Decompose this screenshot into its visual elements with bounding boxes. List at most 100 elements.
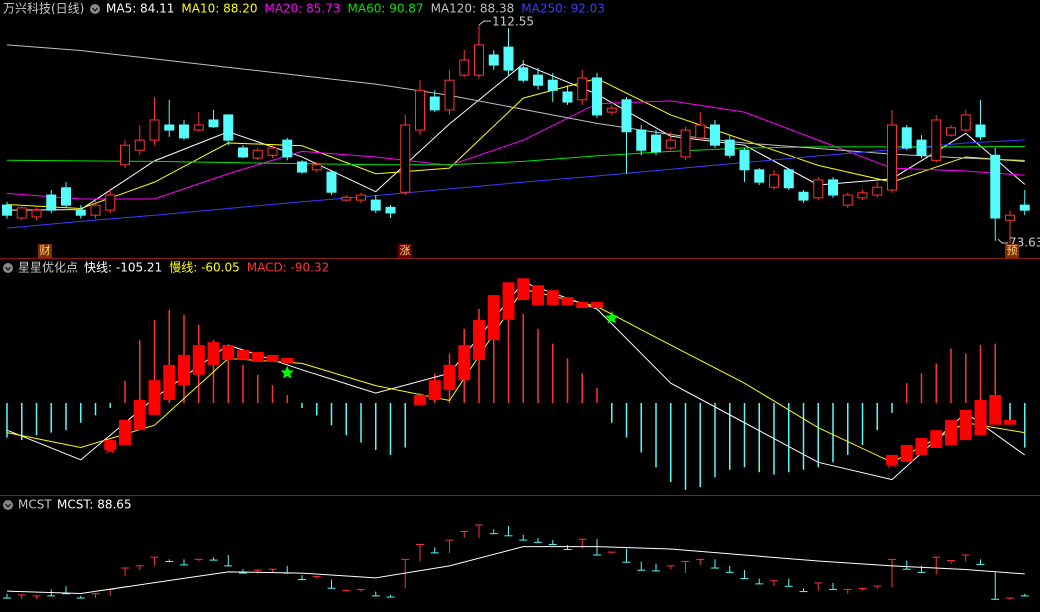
signal-block xyxy=(945,419,957,446)
candle-body xyxy=(356,194,366,201)
candle-body xyxy=(872,186,883,196)
signal-block xyxy=(237,350,249,360)
mcst-line xyxy=(6,546,1025,594)
moving-average-line xyxy=(6,77,1025,209)
candle-body xyxy=(857,192,868,199)
candle-body xyxy=(164,124,175,131)
legend-text: 万兴科技(日线) xyxy=(3,2,84,16)
candle-body xyxy=(75,209,86,216)
candle-body xyxy=(503,46,514,71)
candle-body xyxy=(297,161,307,173)
signal-block xyxy=(133,400,146,431)
legend-text: 快线: -105.21 xyxy=(84,261,162,275)
signal-block xyxy=(517,278,530,301)
signal-block xyxy=(207,342,220,365)
candle-body xyxy=(208,119,219,128)
legend-text: MA250: 92.03 xyxy=(521,2,605,16)
candle-body xyxy=(621,99,632,133)
legend-text: 慢线: -60.05 xyxy=(169,261,240,275)
candle-body xyxy=(680,129,691,158)
candle-body xyxy=(474,44,484,76)
candle-body xyxy=(415,89,425,131)
candle-body xyxy=(488,54,499,66)
signal-block xyxy=(1004,419,1016,425)
star-signal xyxy=(103,440,117,454)
candle-body xyxy=(120,144,130,166)
signal-block xyxy=(974,400,987,436)
signal-block xyxy=(281,357,294,363)
annotation-arrow xyxy=(997,238,1008,244)
candle-body xyxy=(975,124,986,138)
candle-body xyxy=(783,169,794,189)
candle-body xyxy=(739,149,750,171)
legend-text: MCST xyxy=(18,498,52,512)
candle-body xyxy=(311,164,322,171)
candle-body xyxy=(238,147,248,158)
candle-body xyxy=(533,74,543,86)
moving-average-line xyxy=(6,44,1025,161)
candle-body xyxy=(282,139,293,158)
legend-text: MACD: -90.32 xyxy=(247,261,330,275)
candle-body xyxy=(385,206,396,214)
candle-body xyxy=(16,207,27,219)
signal-block xyxy=(930,430,943,448)
candle-body xyxy=(577,77,588,101)
candle-body xyxy=(46,194,57,211)
moving-average-line xyxy=(6,139,1025,229)
event-marker: 预 xyxy=(1007,244,1018,257)
candle-body xyxy=(2,204,12,216)
legend-text: MA120: 88.38 xyxy=(431,2,515,16)
header-icon[interactable] xyxy=(90,4,100,14)
candle-body xyxy=(223,114,234,141)
candle-body xyxy=(887,124,897,191)
signal-block xyxy=(251,352,264,362)
candle-body xyxy=(400,124,411,193)
header-icon[interactable] xyxy=(3,263,13,273)
signal-block xyxy=(532,285,544,306)
event-marker-box xyxy=(398,244,412,258)
signal-block xyxy=(443,364,456,391)
candle-body xyxy=(592,77,602,116)
candle-body xyxy=(105,194,116,211)
star-signal xyxy=(885,454,899,468)
candle-body xyxy=(179,124,189,139)
candle-body xyxy=(651,134,661,153)
moving-average-line xyxy=(6,145,1025,166)
signal-block xyxy=(561,297,574,306)
high-price-label: 112.55 xyxy=(492,15,534,29)
event-marker: 财 xyxy=(40,243,51,257)
signal-block xyxy=(576,302,589,308)
candle-body xyxy=(901,127,912,149)
star-signal xyxy=(605,310,619,324)
candle-body xyxy=(798,191,809,201)
candle-body xyxy=(134,139,145,151)
candle-body xyxy=(61,187,71,206)
star-signal xyxy=(413,393,427,406)
candle-body xyxy=(946,127,956,136)
event-marker: 涨 xyxy=(400,244,411,257)
legend-text: MA5: 84.11 xyxy=(106,2,174,16)
signal-block xyxy=(900,445,913,462)
header-icon[interactable] xyxy=(3,500,13,510)
signal-block xyxy=(119,419,131,446)
candle-body xyxy=(1005,214,1015,221)
candle-body xyxy=(193,124,204,131)
signal-block xyxy=(989,395,1002,425)
legend-text: MA60: 90.87 xyxy=(348,2,424,16)
candle-body xyxy=(828,179,838,196)
candle-body xyxy=(370,199,381,211)
candle-body xyxy=(341,196,352,201)
signal-block xyxy=(428,380,441,400)
star-signal xyxy=(280,365,294,379)
signal-block xyxy=(192,345,205,375)
candle-body xyxy=(252,149,263,159)
legend-text: 星星优化点 xyxy=(18,261,78,275)
candle-body xyxy=(444,79,455,111)
candle-body xyxy=(459,59,470,76)
signal-block xyxy=(546,290,559,306)
candle-body xyxy=(813,179,824,199)
legend-text: MA10: 88.20 xyxy=(181,2,257,16)
candle-body xyxy=(754,169,765,183)
